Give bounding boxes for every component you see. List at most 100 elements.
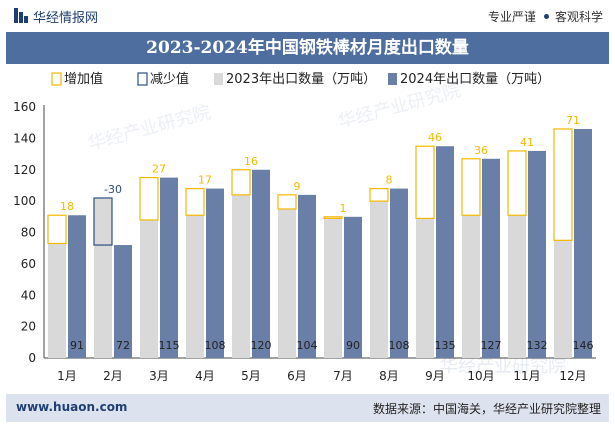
legend-label-3: 2024年出口数量（万吨）: [400, 72, 550, 87]
x-tick-label: 10月: [467, 369, 494, 383]
bar-2023: [462, 215, 480, 358]
x-tick-label: 2月: [103, 369, 123, 383]
value-label-2024: 108: [389, 339, 410, 352]
y-tick-label: 120: [13, 163, 36, 177]
increase-box: [507, 150, 527, 216]
watermark-text: 华经产业研究院: [336, 80, 463, 133]
increase-box: [553, 128, 573, 241]
x-tick-label: 6月: [287, 369, 307, 383]
bar-2024: [344, 216, 362, 358]
huajing-logo-icon: [14, 8, 28, 23]
footer-url[interactable]: www.huaon.com: [16, 400, 128, 414]
chart-title: 2023-2024年中国钢铁棒材月度出口数量: [6, 32, 609, 64]
bar-2023: [370, 201, 388, 358]
y-tick-label: 160: [13, 100, 36, 114]
legend-swatch-2: [214, 73, 223, 85]
footer-bar: www.huaon.com 数据来源：中国海关，华经产业研究院整理: [6, 394, 609, 422]
increase-box: [323, 216, 343, 219]
bar-2023: [508, 215, 526, 358]
change-label: -30: [104, 183, 122, 196]
legend-swatch-0: [51, 72, 62, 86]
bar-2024: [436, 146, 454, 358]
bar-2023: [186, 215, 204, 358]
increase-box: [415, 145, 435, 219]
legend-label-1: 减少值: [150, 71, 189, 87]
value-label-2024: 127: [481, 339, 502, 352]
x-tick-label: 1月: [57, 369, 77, 383]
decrease-box: [93, 197, 113, 246]
value-label-2024: 108: [205, 339, 226, 352]
change-label: 27: [152, 163, 166, 176]
value-label-2024: 120: [251, 339, 272, 352]
change-label: 9: [294, 180, 301, 193]
value-label-2024: 146: [573, 339, 594, 352]
bar-2024: [482, 158, 500, 358]
change-label: 46: [428, 131, 442, 144]
bar-2023: [278, 208, 296, 358]
legend-label-0: 增加值: [64, 71, 103, 87]
bar-2023: [554, 240, 572, 358]
value-label-2024: 115: [159, 339, 180, 352]
bar-2024: [390, 188, 408, 358]
change-label: 1: [340, 202, 347, 215]
bar-2023: [232, 194, 250, 358]
site-name: 华经情报网: [33, 11, 99, 26]
bar-2023: [94, 197, 112, 358]
bar-2024: [206, 188, 224, 358]
footer-source: 数据来源：中国海关，华经产业研究院整理: [372, 402, 601, 416]
legend-label-2: 2023年出口数量（万吨）: [226, 72, 376, 87]
bar-2023: [324, 218, 342, 358]
x-tick-label: 7月: [333, 369, 353, 383]
y-tick-label: 60: [21, 257, 36, 271]
y-tick-label: 0: [28, 351, 36, 365]
slogan-tag-1: 专业严谨: [487, 10, 536, 24]
bar-2023: [140, 219, 158, 358]
change-label: 18: [60, 200, 74, 213]
bar-2024: [68, 215, 86, 358]
value-label-2024: 91: [70, 339, 84, 352]
increase-box: [369, 187, 389, 202]
bar-2024: [528, 150, 546, 358]
change-label: 41: [520, 136, 534, 149]
bar-2024: [298, 194, 316, 358]
watermark-text: 华经产业研究院: [86, 102, 213, 155]
value-label-2024: 90: [346, 339, 360, 352]
y-tick-label: 80: [21, 226, 36, 240]
y-tick-label: 40: [21, 288, 36, 302]
x-tick-label: 9月: [425, 369, 445, 383]
bar-2024: [160, 177, 178, 358]
increase-box: [461, 158, 481, 216]
x-tick-label: 11月: [513, 369, 540, 383]
y-tick-label: 100: [13, 194, 36, 208]
dot-separator-icon: [543, 14, 549, 19]
change-label: 16: [244, 155, 258, 168]
bar-2023: [48, 243, 66, 358]
increase-box: [185, 187, 205, 216]
increase-box: [139, 176, 159, 221]
value-label-2024: 72: [116, 339, 130, 352]
value-label-2024: 104: [297, 339, 318, 352]
bar-2024: [252, 169, 270, 358]
increase-box: [277, 194, 297, 210]
slogan-tag-2: 客观科学: [554, 10, 603, 24]
increase-box: [231, 169, 251, 196]
x-tick-label: 8月: [379, 369, 399, 383]
value-label-2024: 132: [527, 339, 548, 352]
y-tick-label: 140: [13, 131, 36, 145]
x-tick-label: 5月: [241, 369, 261, 383]
bar-2024: [114, 245, 132, 358]
value-label-2024: 135: [435, 339, 456, 352]
top-bar: 华经情报网 专业严谨 客观科学: [0, 0, 615, 32]
x-tick-label: 4月: [195, 369, 215, 383]
legend-swatch-3: [388, 73, 397, 85]
x-tick-label: 12月: [559, 369, 586, 383]
bar-2024: [574, 128, 592, 358]
increase-box: [47, 214, 67, 245]
change-label: 17: [198, 174, 212, 187]
change-label: 8: [386, 174, 393, 187]
bar-2023: [416, 218, 434, 358]
slogan-tags: 专业严谨 客观科学: [488, 8, 603, 25]
change-label: 71: [566, 114, 580, 127]
